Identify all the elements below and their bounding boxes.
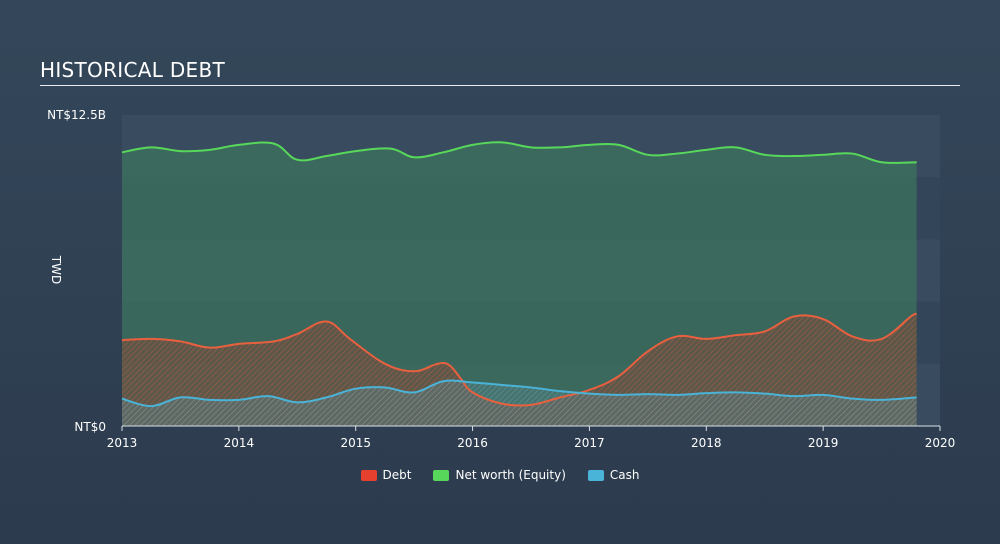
y-tick-label-top: NT$12.5B [47,108,106,122]
axes: 2013 2014 2015 2016 2017 2018 2019 2020 NT$12.5B… [47,108,955,450]
cash-line [121,379,917,408]
x-tick-label: 2015 [340,436,371,450]
x-tick-label: 2019 [808,436,839,450]
y-tick-label-bottom: NT$0 [74,420,106,434]
net-worth-equity-line [121,141,917,164]
debt-line [121,312,918,407]
legend-swatch [360,469,377,481]
legend-item-cash[interactable]: Cash [587,468,640,482]
legend-label: Debt [382,468,412,482]
x-tick-label: 2017 [574,436,605,450]
legend-item-debt[interactable]: Debt [360,468,412,482]
x-tick-label: 2018 [691,436,722,450]
legend-swatch [433,469,450,481]
title-divider [40,85,960,86]
y-axis-unit-label: TWD [49,255,63,284]
plot-lines [121,141,918,408]
legend-label: Net worth (Equity) [455,468,566,482]
plot-areas [122,142,917,426]
legend-label: Cash [609,468,640,482]
x-tick-label: 2016 [457,436,488,450]
cash-area [122,380,917,426]
x-tick-label: 2020 [925,436,956,450]
legend-item-net-worth-equity[interactable]: Net worth (Equity) [433,468,566,482]
x-tick-label: 2014 [224,436,255,450]
x-tick-label: 2013 [107,436,138,450]
legend-swatch [587,469,604,481]
chart-title: HISTORICAL DEBT [40,58,226,82]
chart-legend: Debt Net worth (Equity) Cash [0,468,1000,482]
